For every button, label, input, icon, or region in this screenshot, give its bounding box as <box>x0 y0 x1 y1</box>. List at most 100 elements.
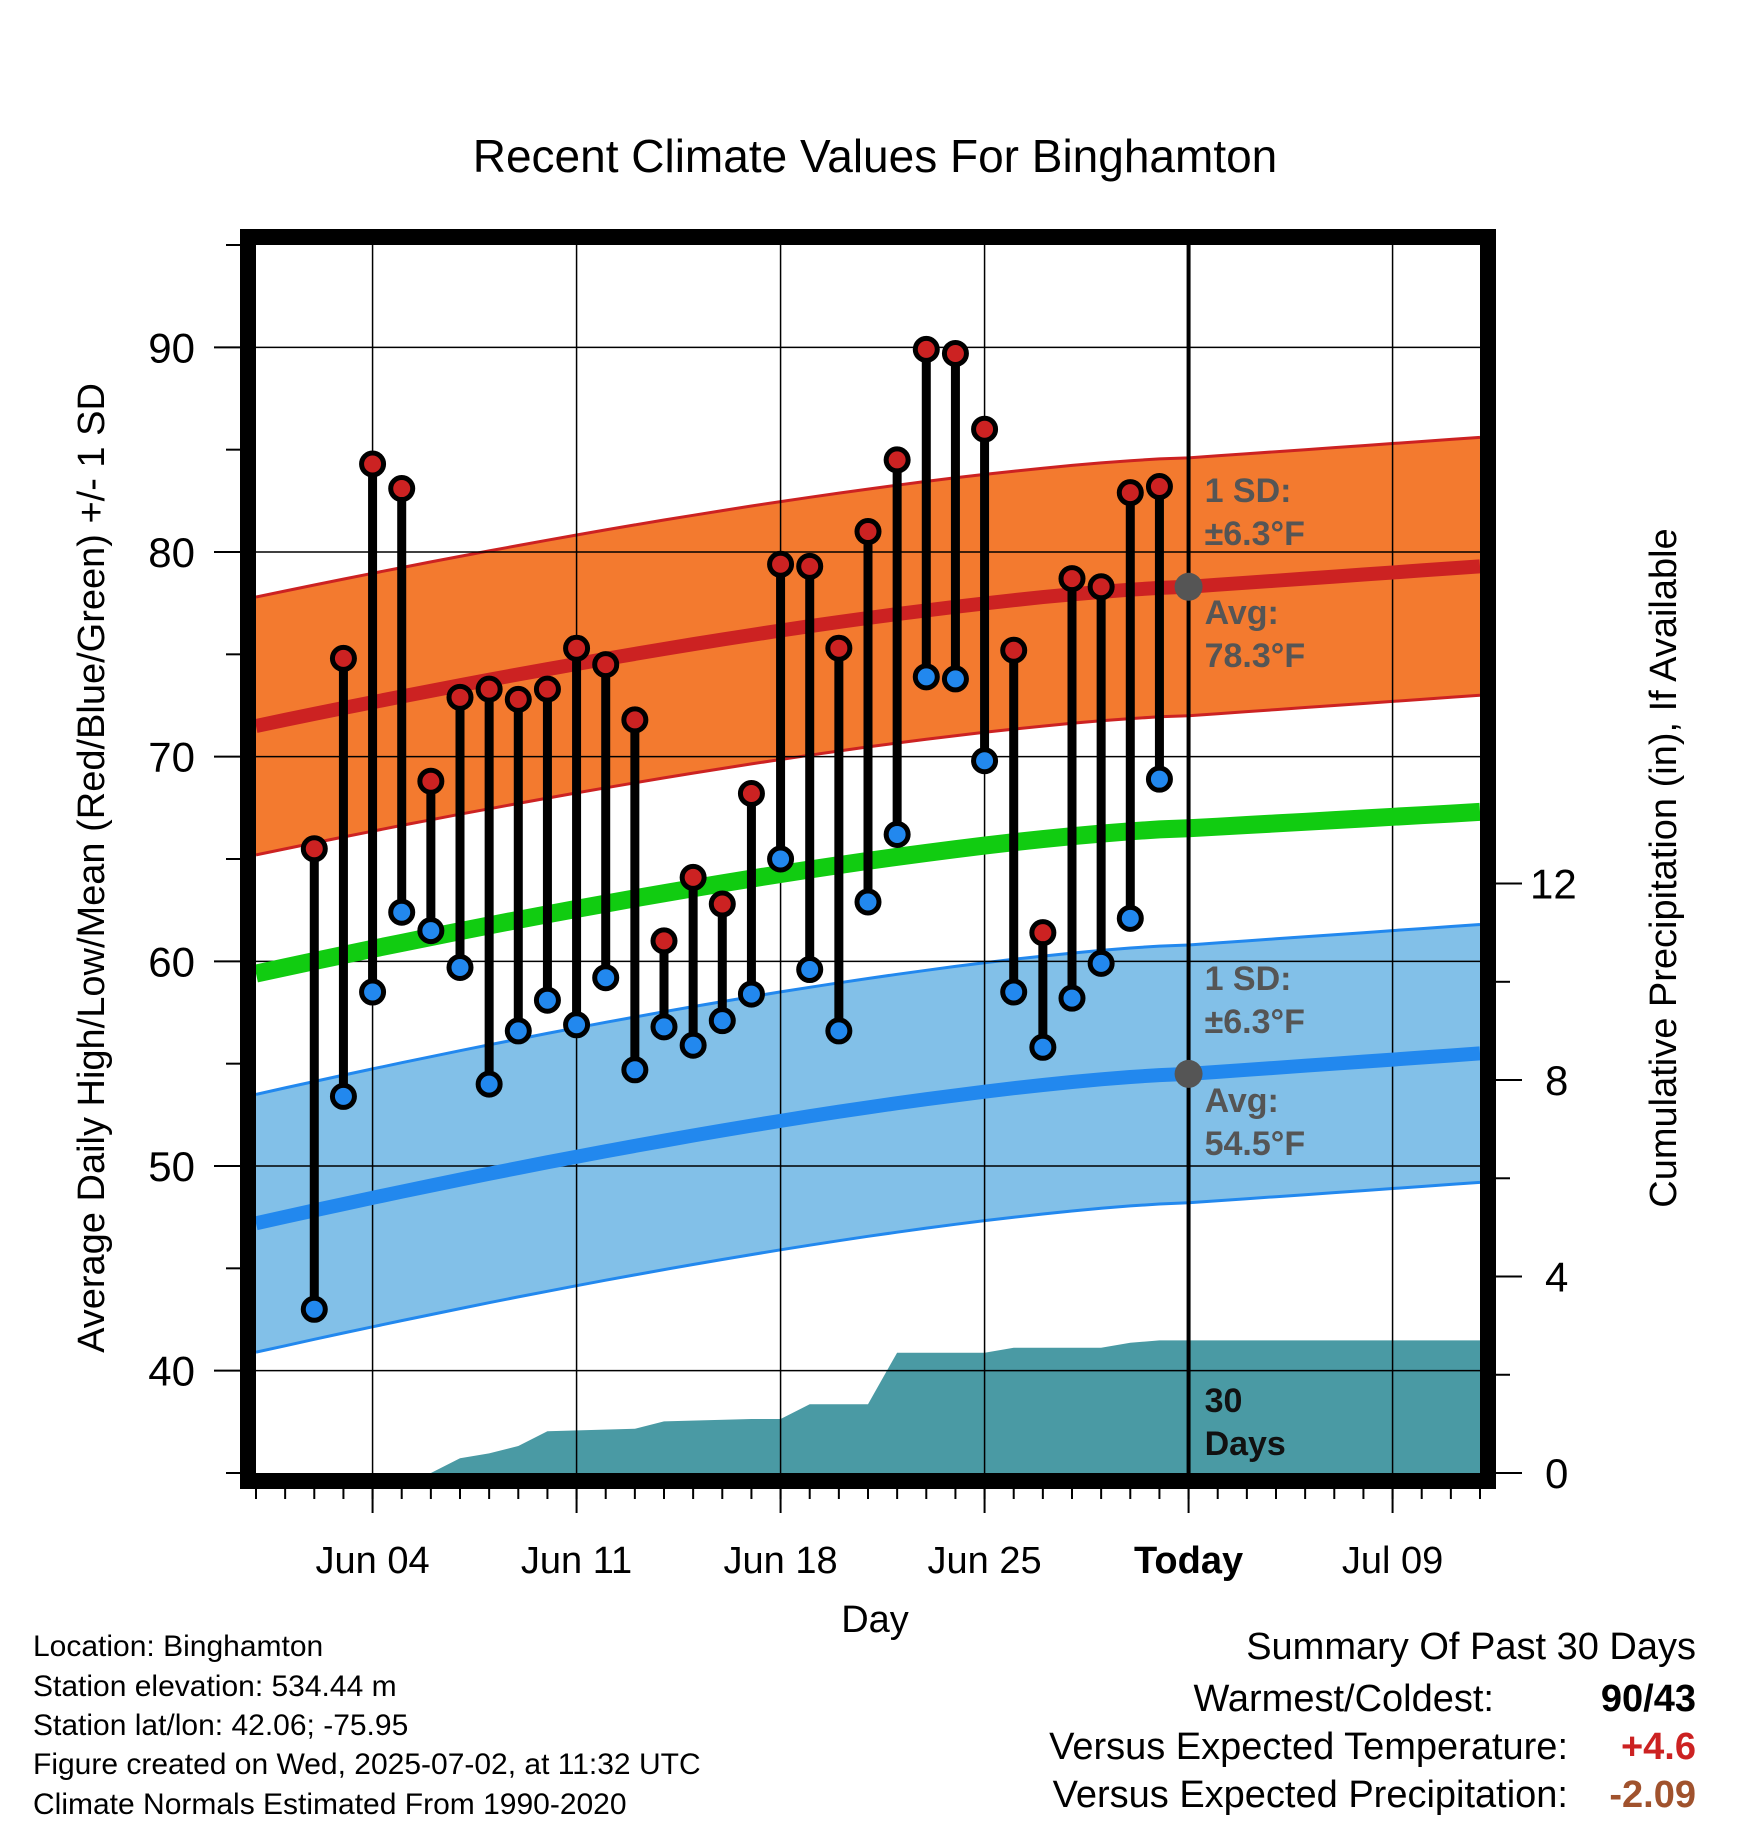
precipitation-area <box>430 1340 1480 1473</box>
daily-low-point <box>592 964 620 992</box>
daily-low-point <box>300 1295 328 1323</box>
x-tick-label: Jun 18 <box>724 1540 838 1582</box>
daily-high-point <box>446 683 474 711</box>
daily-high-point <box>1087 573 1115 601</box>
daily-low-point <box>1087 949 1115 977</box>
daily-high-point <box>679 863 707 891</box>
y-tick-label: 70 <box>148 734 195 781</box>
low-sd-upper-edge <box>256 923 1480 1096</box>
plot-frame <box>240 229 1496 1489</box>
info-location: Location: Binghamton <box>33 1630 324 1663</box>
daily-high-point <box>737 780 765 808</box>
daily-low-point <box>1145 765 1173 793</box>
daily-high-point <box>533 675 561 703</box>
info-elevation: Station elevation: 534.44 m <box>33 1670 397 1703</box>
daily-high-point <box>417 767 445 795</box>
today-high-avg-marker <box>1174 572 1203 601</box>
y2-tick-label: 0 <box>1545 1450 1568 1497</box>
daily-high-point <box>1116 479 1144 507</box>
info-latlon: Station lat/lon: 42.06; -75.95 <box>33 1709 409 1742</box>
daily-high-point <box>621 706 649 734</box>
daily-low-point <box>446 953 474 981</box>
daily-low-point <box>854 888 882 916</box>
today-low-avg-marker <box>1174 1059 1203 1088</box>
daily-high-point <box>475 675 503 703</box>
daily-high-point <box>941 339 969 367</box>
y2-tick-label: 4 <box>1545 1254 1568 1301</box>
window-label-days: Days <box>1205 1425 1286 1463</box>
daily-low-point <box>1116 904 1144 932</box>
daily-high-point <box>563 634 591 662</box>
high-avg-label: Avg: <box>1205 594 1279 632</box>
summary-warmest: 90 <box>1600 1678 1644 1720</box>
info-normals: Climate Normals Estimated From 1990-2020 <box>33 1788 627 1821</box>
x-tick-label: Jun 04 <box>316 1540 430 1582</box>
y2-axis-label: Cumulative Precipitation (in), If Availa… <box>1643 528 1685 1207</box>
x-tick-label: Jun 11 <box>521 1540 632 1582</box>
summary-temp-value: +4.6 <box>1620 1726 1696 1768</box>
summary-coldest: 43 <box>1653 1678 1696 1720</box>
y2-tick-label: 8 <box>1545 1057 1568 1104</box>
y-tick-label: 90 <box>148 324 195 371</box>
daily-low-point <box>1029 1033 1057 1061</box>
daily-low-point <box>1058 984 1086 1012</box>
daily-low-point <box>504 1017 532 1045</box>
chart-title: Recent Climate Values For Binghamton <box>473 130 1278 182</box>
daily-high-point <box>854 518 882 546</box>
daily-low-point <box>563 1011 591 1039</box>
y-tick-label: 50 <box>148 1143 195 1190</box>
low-average-line <box>256 1046 1480 1231</box>
low-avg-label: Avg: <box>1205 1082 1279 1120</box>
high-sd-upper-edge <box>256 435 1480 599</box>
daily-low-point <box>533 986 561 1014</box>
summary-slash: / <box>1643 1678 1654 1720</box>
high-sd-label: 1 SD: <box>1205 472 1292 510</box>
x-tick-label: Jun 25 <box>928 1540 1042 1582</box>
daily-low-point <box>825 1017 853 1045</box>
y-tick-label: 80 <box>148 529 195 576</box>
daily-low-point <box>796 956 824 984</box>
high-sd-value: ±6.3°F <box>1205 515 1305 553</box>
summary-precip-value: -2.09 <box>1609 1774 1696 1816</box>
daily-high-point <box>1145 473 1173 501</box>
low-sd-label: 1 SD: <box>1205 960 1292 998</box>
y-tick-label: 60 <box>148 938 195 985</box>
daily-low-point <box>767 845 795 873</box>
daily-high-point <box>388 475 416 503</box>
daily-high-point <box>883 446 911 474</box>
window-label-30: 30 <box>1205 1382 1243 1420</box>
daily-low-point <box>417 917 445 945</box>
daily-high-point <box>329 644 357 672</box>
x-axis-label: Day <box>841 1599 909 1641</box>
daily-low-point <box>621 1056 649 1084</box>
x-tick-label: Jul 09 <box>1342 1540 1443 1582</box>
daily-low-point <box>941 665 969 693</box>
daily-low-point <box>679 1031 707 1059</box>
daily-high-point <box>708 890 736 918</box>
daily-high-point <box>1058 565 1086 593</box>
daily-low-point <box>708 1007 736 1035</box>
daily-high-point <box>504 685 532 713</box>
summary-precip-label: Versus Expected Precipitation: <box>1052 1774 1568 1816</box>
daily-high-point <box>796 552 824 580</box>
daily-high-point <box>300 835 328 863</box>
daily-low-point <box>912 663 940 691</box>
daily-low-point <box>1000 978 1028 1006</box>
daily-low-point <box>883 820 911 848</box>
daily-high-point <box>592 651 620 679</box>
daily-low-point <box>329 1082 357 1110</box>
high-avg-value: 78.3°F <box>1205 637 1306 675</box>
low-avg-value: 54.5°F <box>1205 1125 1306 1163</box>
info-created: Figure created on Wed, 2025-07-02, at 11… <box>33 1748 701 1781</box>
daily-low-point <box>388 898 416 926</box>
y-tick-label: 40 <box>148 1348 195 1395</box>
daily-low-point <box>737 980 765 1008</box>
summary-warm-cold-label: Warmest/Coldest: <box>1193 1678 1494 1720</box>
daily-high-point <box>971 415 999 443</box>
summary-temp-label: Versus Expected Temperature: <box>1049 1726 1568 1768</box>
daily-high-point <box>1029 919 1057 947</box>
daily-low-point <box>475 1070 503 1098</box>
daily-high-point <box>1000 636 1028 664</box>
daily-high-point <box>767 550 795 578</box>
